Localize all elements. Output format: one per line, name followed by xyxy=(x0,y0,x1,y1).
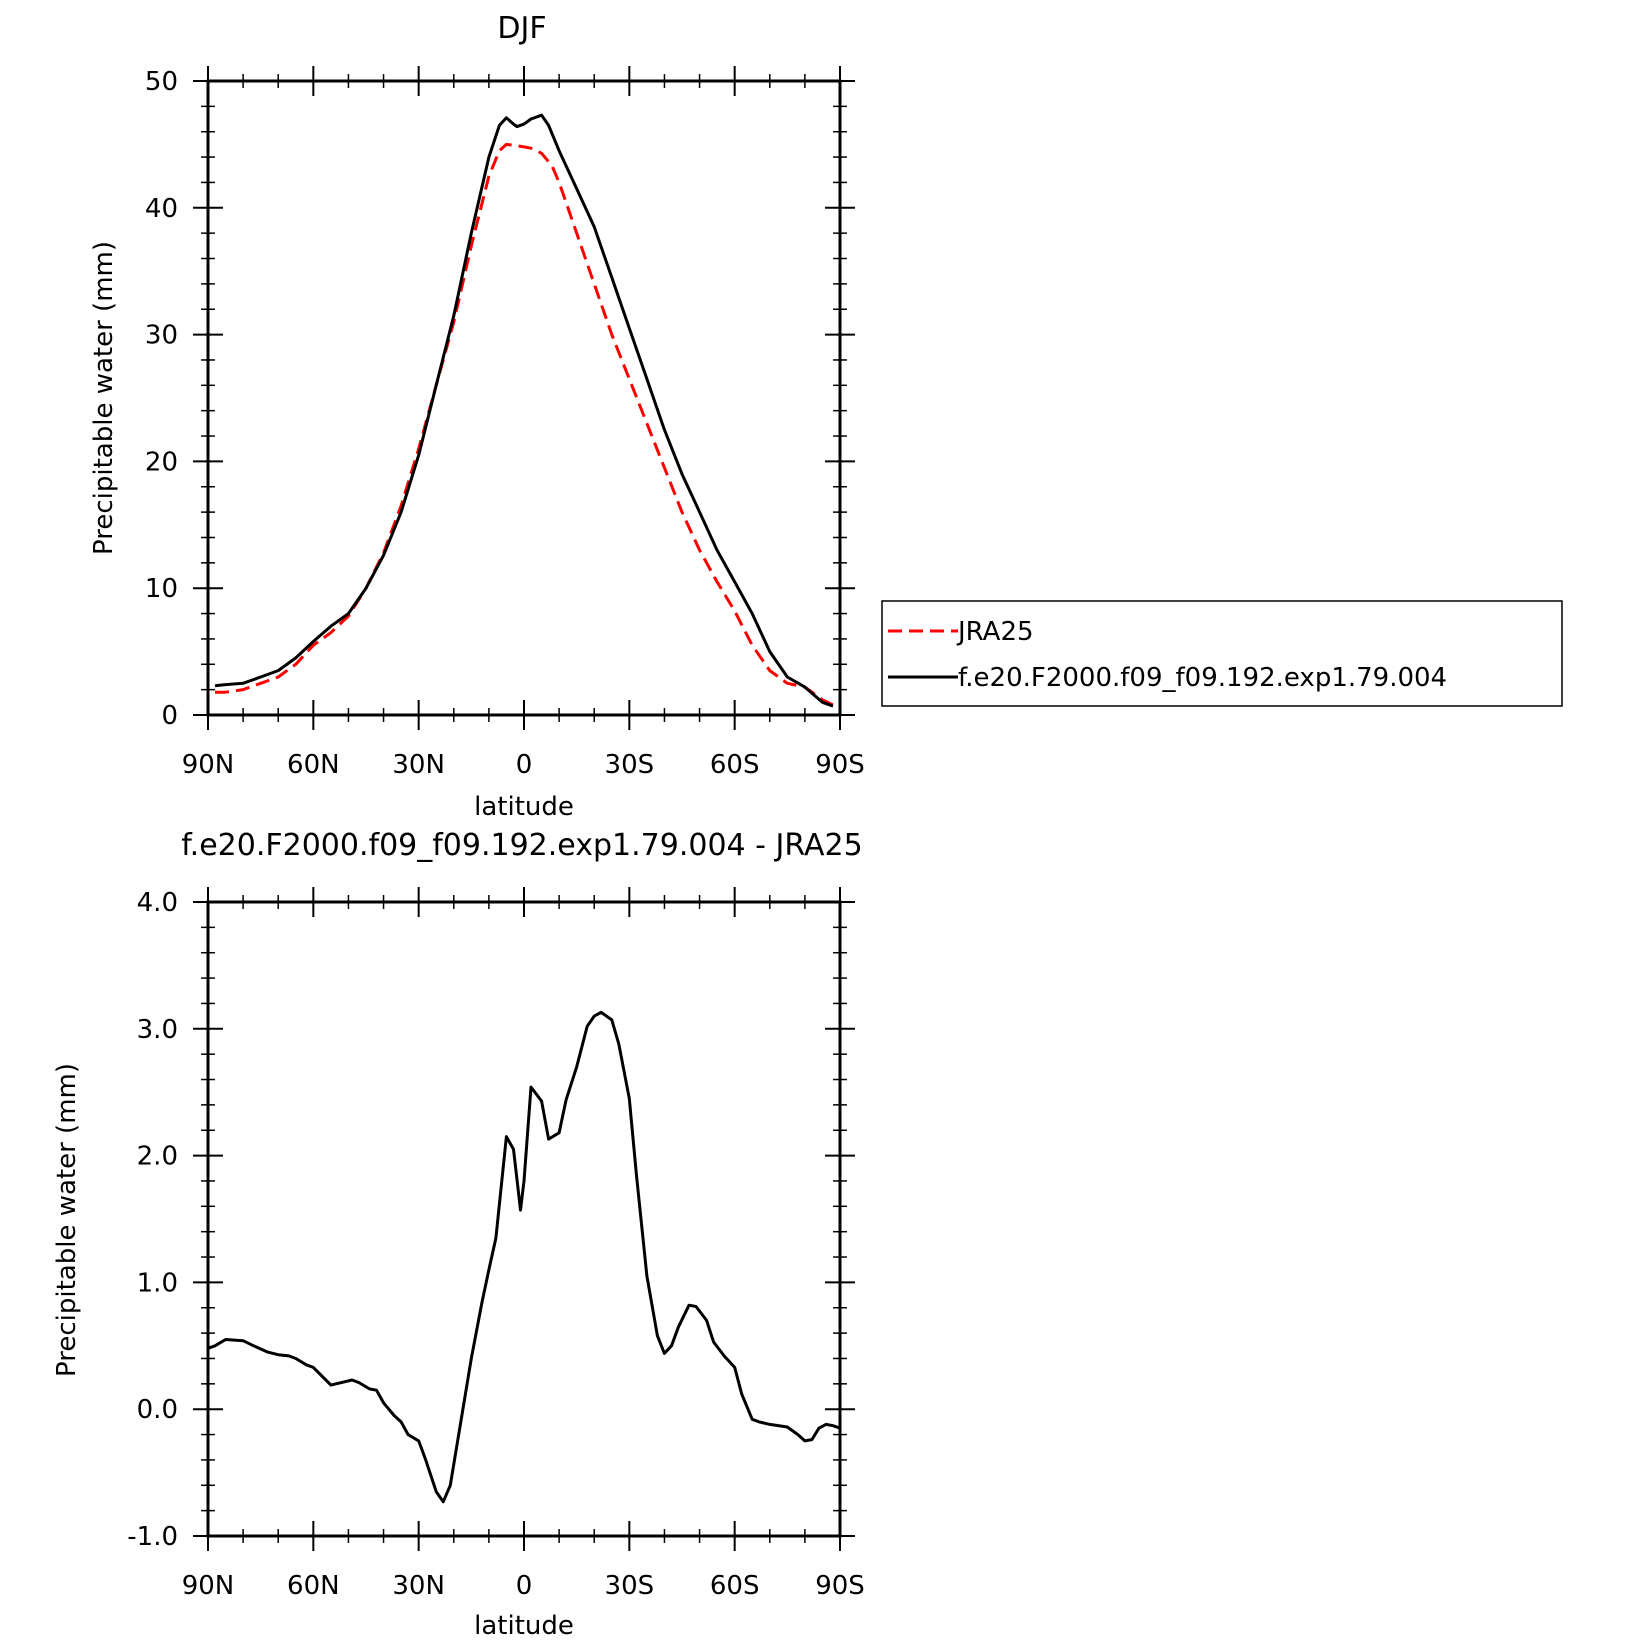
y-tick-label: 2.0 xyxy=(137,1142,178,1172)
y-tick-label: 50 xyxy=(145,67,178,97)
y-tick-label: 40 xyxy=(145,194,178,224)
axis-ticks xyxy=(193,66,855,730)
y-tick-label: -1.0 xyxy=(127,1522,178,1552)
legend-label-model: f.e20.F2000.f09_f09.192.exp1.79.004 xyxy=(958,663,1447,693)
tick-labels: 90N 60N 30N 0 30S 60S 90S -1.0 0.0 1.0 2.0 3.0 4.0 xyxy=(127,888,865,1601)
x-tick-label: 60S xyxy=(710,1571,760,1601)
axis-ticks xyxy=(193,887,855,1551)
x-tick-label: 0 xyxy=(516,750,533,780)
plot-frame xyxy=(206,900,842,1538)
chart-title: DJF xyxy=(497,11,546,46)
x-tick-label: 30S xyxy=(605,1571,655,1601)
x-tick-label: 90N xyxy=(182,750,235,780)
x-tick-label: 60N xyxy=(287,1571,340,1601)
x-tick-label: 30S xyxy=(605,750,655,780)
x-tick-label: 30N xyxy=(392,750,445,780)
x-tick-label: 90N xyxy=(182,1571,235,1601)
series-line-0 xyxy=(215,142,834,707)
y-axis-label: Precipitable water (mm) xyxy=(89,241,119,555)
y-axis-label: Precipitable water (mm) xyxy=(52,1063,82,1377)
y-tick-label: 1.0 xyxy=(137,1268,178,1298)
chart-title: f.e20.F2000.f09_f09.192.exp1.79.004 - JR… xyxy=(181,828,862,863)
y-tick-label: 30 xyxy=(145,321,178,351)
chart-panel-top: DJF 90N 60N 30N 0 30S 60S 90S 0 10 20 30 40 50 latit… xyxy=(89,11,865,822)
y-tick-label: 3.0 xyxy=(137,1015,178,1045)
y-tick-label: 0.0 xyxy=(137,1395,178,1425)
x-axis-label: latitude xyxy=(474,792,574,822)
x-tick-label: 0 xyxy=(516,1571,533,1601)
x-axis-label: latitude xyxy=(474,1611,574,1641)
series-layer xyxy=(207,1010,841,1504)
plot-frame xyxy=(206,79,842,717)
legend-box xyxy=(881,600,1563,707)
chart-panel-bottom: f.e20.F2000.f09_f09.192.exp1.79.004 - JR… xyxy=(52,828,865,1641)
y-tick-label: 10 xyxy=(145,574,178,604)
series-layer xyxy=(214,113,834,708)
x-tick-label: 90S xyxy=(815,1571,865,1601)
x-tick-label: 60S xyxy=(710,750,760,780)
tick-labels: 90N 60N 30N 0 30S 60S 90S 0 10 20 30 40 50 xyxy=(145,67,865,780)
legend-label-jra25: JRA25 xyxy=(956,617,1034,647)
y-tick-label: 4.0 xyxy=(137,888,178,918)
x-tick-label: 30N xyxy=(392,1571,445,1601)
x-tick-label: 60N xyxy=(287,750,340,780)
series-line-0 xyxy=(207,1010,841,1504)
x-tick-label: 90S xyxy=(815,750,865,780)
y-tick-label: 0 xyxy=(161,701,178,731)
y-tick-label: 20 xyxy=(145,447,178,477)
series-line-1 xyxy=(214,113,834,708)
legend: JRA25 f.e20.F2000.f09_f09.192.exp1.79.00… xyxy=(881,600,1563,707)
